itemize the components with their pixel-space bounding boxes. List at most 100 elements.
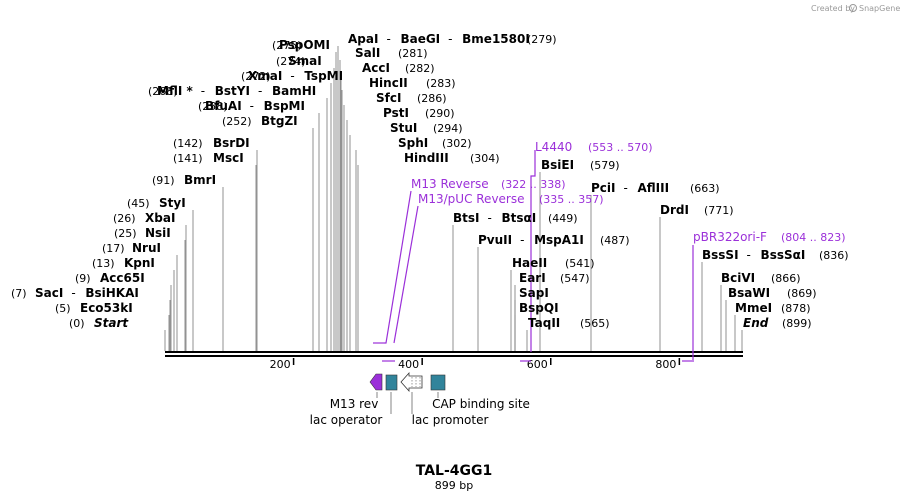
axis-tick-label: 600	[527, 358, 548, 371]
enzyme-label-apai-baegi-bme1580i[interactable]: (279)ApaI - BaeGI - Bme1580I	[348, 32, 557, 46]
enzyme-label-sphi[interactable]: (302) SphI	[398, 136, 472, 150]
enzyme-label-saci-bsihkai[interactable]: (7) SacI - BsiHKAI	[11, 286, 139, 300]
enzyme-separator: -	[201, 84, 205, 98]
enzyme-position: (771)	[704, 204, 734, 217]
enzyme-label-mfli-bstyi-bamhi[interactable]: (268)MflI * - BstYI - BamHI	[148, 84, 316, 98]
enzyme-name: SmaI	[288, 54, 322, 68]
feature-m13-rev-arrow[interactable]	[369, 373, 383, 391]
enzyme-label-xbai[interactable]: (26) XbaI	[113, 211, 175, 225]
enzyme-name: BssSαI	[761, 248, 806, 262]
enzyme-position: (302)	[442, 137, 472, 150]
enzyme-name: StuI	[390, 121, 417, 135]
enzyme-name: PstI	[383, 106, 409, 120]
primer-range: (335 .. 357)	[539, 193, 604, 206]
enzyme-label-smai[interactable]: (274)SmaI	[276, 54, 322, 68]
enzyme-label-bspqi[interactable]: BspQI	[519, 301, 559, 315]
axis-tick-label: 800	[655, 358, 676, 371]
enzyme-label-eari[interactable]: (547) EarI	[519, 271, 590, 285]
feature-lac-promoter-arrow[interactable]	[400, 371, 423, 393]
primer-name: L4440	[535, 140, 572, 154]
enzyme-label-bmri[interactable]: (91) BmrI	[152, 173, 216, 187]
enzyme-position: (487)	[600, 234, 630, 247]
enzyme-label-stui[interactable]: (294) StuI	[390, 121, 463, 135]
enzyme-label-mmei[interactable]: (878) MmeI	[735, 301, 811, 315]
primer-leader-m13-puc-reverse	[393, 205, 419, 344]
enzyme-position: (252)	[222, 115, 252, 128]
credit-prefix: Created by	[811, 4, 855, 13]
enzyme-label-bsiei[interactable]: (579) BsiEI	[541, 158, 620, 172]
feature-lac-operator-box[interactable]	[385, 374, 398, 391]
enzyme-name: Start	[94, 316, 129, 330]
enzyme-label-sali[interactable]: (281) SalI	[355, 46, 428, 60]
enzyme-position: (282)	[405, 62, 435, 75]
enzyme-label-taqii[interactable]: (565) TaqII	[528, 316, 610, 330]
enzyme-separator: -	[520, 233, 524, 247]
enzyme-label-btgzi[interactable]: (252) BtgZI	[222, 114, 298, 128]
enzyme-label-styi[interactable]: (45) StyI	[127, 196, 186, 210]
primer-label-pbr322ori-f[interactable]: pBR322ori-F (804 .. 823)	[693, 230, 846, 244]
enzyme-separator: -	[258, 84, 262, 98]
enzyme-label-hincii[interactable]: (283) HincII	[369, 76, 456, 90]
enzyme-separator: -	[71, 286, 75, 300]
enzyme-label-bsawi[interactable]: (869) BsaWI	[728, 286, 817, 300]
plasmid-length: 899 bp	[435, 479, 473, 492]
enzyme-label-sfci[interactable]: (286) SfcI	[376, 91, 447, 105]
enzyme-name: BspQI	[519, 301, 559, 315]
primer-label-m13-reverse[interactable]: M13 Reverse (322 .. 338)	[411, 177, 566, 191]
credit-brand: SnapGene	[859, 4, 900, 13]
enzyme-label-pspomi[interactable]: (275)PspOMI	[272, 38, 330, 52]
enzyme-position: (579)	[590, 159, 620, 172]
enzyme-separator: -	[386, 32, 390, 46]
enzyme-name: PvuII	[478, 233, 512, 247]
enzyme-name: NruI	[132, 241, 161, 255]
enzyme-name: NsiI	[145, 226, 171, 240]
enzyme-separator: -	[290, 69, 294, 83]
enzyme-label-msci[interactable]: (141) MscI	[173, 151, 244, 165]
enzyme-label-drdi[interactable]: (771) DrdI	[660, 203, 734, 217]
enzyme-label-hindiii[interactable]: (304) HindIII	[404, 151, 500, 165]
enzyme-position: (279)	[527, 33, 557, 46]
enzyme-label-kpni[interactable]: (13) KpnI	[92, 256, 155, 270]
feature-label-lac-promoter: lac promoter	[412, 413, 489, 427]
enzyme-label-xmai-tspmi[interactable]: (272)XmaI - TspMI	[241, 69, 343, 83]
enzyme-position: (281)	[398, 47, 428, 60]
enzyme-name: AccI	[362, 61, 390, 75]
enzyme-label-bfuai-bspmi[interactable]: (258)BfuAI - BspMI	[198, 99, 305, 113]
enzyme-label-pvuii-mspa1i[interactable]: (487) PvuII - MspA1I	[478, 233, 630, 247]
enzyme-position: (7)	[11, 287, 27, 300]
enzyme-position: (878)	[781, 302, 811, 315]
enzyme-position: (836)	[819, 249, 849, 262]
enzyme-label-end[interactable]: (899) End	[743, 316, 812, 330]
enzyme-label-acc65i[interactable]: (9) Acc65I	[75, 271, 145, 285]
enzyme-label-psti[interactable]: (290) PstI	[383, 106, 455, 120]
enzyme-label-eco53ki[interactable]: (5) Eco53kI	[55, 301, 133, 315]
primer-name: pBR322ori-F	[693, 230, 767, 244]
enzyme-name: EarI	[519, 271, 546, 285]
enzyme-position: (91)	[152, 174, 175, 187]
enzyme-position: (286)	[417, 92, 447, 105]
enzyme-name: BsrDI	[213, 136, 250, 150]
enzyme-name: BtsαI	[502, 211, 537, 225]
enzyme-label-bsssi-bsss-i[interactable]: (836) BssSI - BssSαI	[702, 248, 849, 262]
primer-label-m13-puc-reverse[interactable]: M13/pUC Reverse (335 .. 357)	[418, 192, 604, 206]
enzyme-label-btsi-bts-i[interactable]: (449) BtsI - BtsαI	[453, 211, 578, 225]
enzyme-label-start[interactable]: (0) Start	[69, 316, 129, 330]
enzyme-label-nsii[interactable]: (25) NsiI	[114, 226, 171, 240]
enzyme-position: (272)	[241, 70, 271, 83]
enzyme-label-bsrdi[interactable]: (142) BsrDI	[173, 136, 250, 150]
enzyme-label-acci[interactable]: (282) AccI	[362, 61, 435, 75]
primer-label-l4440[interactable]: L4440 (553 .. 570)	[535, 140, 653, 154]
enzyme-position: (258)	[198, 100, 228, 113]
feature-label-cap-binding-site: CAP binding site	[432, 397, 530, 411]
enzyme-position: (449)	[548, 212, 578, 225]
enzyme-label-bcivi[interactable]: (866) BciVI	[721, 271, 801, 285]
enzyme-name: BtsI	[453, 211, 480, 225]
enzyme-label-haeii[interactable]: (541) HaeII	[512, 256, 595, 270]
enzyme-label-pcii-afliii[interactable]: (663) PciI - AflIII	[591, 181, 720, 195]
enzyme-name: HincII	[369, 76, 408, 90]
feature-cap-binding-site-box[interactable]	[430, 374, 446, 391]
enzyme-position: (547)	[560, 272, 590, 285]
enzyme-label-sapi[interactable]: SapI	[519, 286, 549, 300]
enzyme-label-nrui[interactable]: (17) NruI	[102, 241, 161, 255]
enzyme-name: BsaWI	[728, 286, 770, 300]
